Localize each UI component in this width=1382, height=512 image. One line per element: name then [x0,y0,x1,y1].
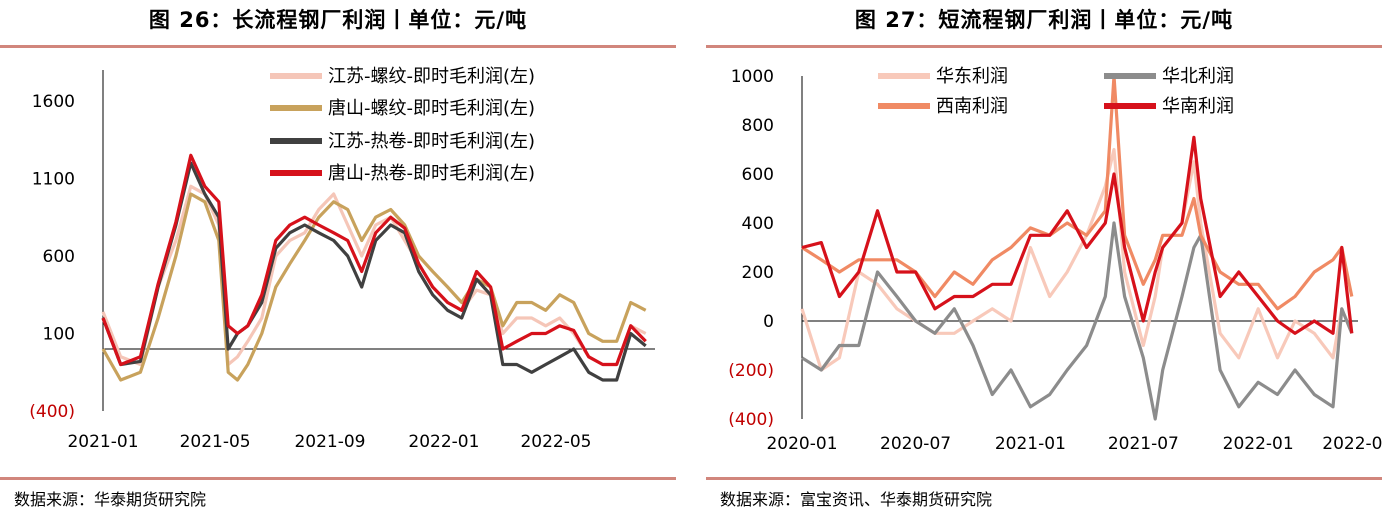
source-note: 数据来源：富宝资讯、华泰期货研究院 [720,490,993,509]
series-line [101,153,647,367]
x-tick-label: 2022-0 [1322,434,1382,454]
title-divider [706,45,1382,48]
series-line [101,192,647,382]
y-tick-label: 600 [43,247,75,267]
legend-label: 唐山-热卷-即时毛利润(左) [328,163,535,184]
source-divider [706,477,1382,480]
x-tick-label: 2022-01 [1223,434,1294,454]
source-note: 数据来源：华泰期货研究院 [14,490,207,509]
y-tick-label: 0 [763,312,774,332]
series-line [801,74,1354,311]
y-tick-label: (400) [29,402,75,422]
source-divider [0,477,676,480]
y-tick-label: 600 [742,165,774,185]
legend-label: 华北利润 [1162,66,1234,87]
y-tick-label: 100 [43,325,75,345]
y-tick-label: (200) [728,361,774,381]
x-tick-label: 2021-05 [180,432,251,452]
legend-label: 江苏-热卷-即时毛利润(左) [328,131,535,152]
right-chart-canvas: 1000 800 600 400 200 0 (200) (400) 2020-01 2020-0… [728,66,1382,454]
y-tick-label: (400) [728,410,774,430]
left-chart-canvas: 1600 1100 600 100 (400) 2021-01 2021-05 2021-09… [29,66,655,452]
legend-label: 江苏-螺纹-即时毛利润(左) [328,66,535,87]
legend-label: 华东利润 [936,66,1008,87]
legend-label: 唐山-螺纹-即时毛利润(左) [328,98,535,119]
y-tick-label: 400 [742,214,774,234]
x-tick-label: 2020-01 [766,434,837,454]
series-line [101,161,647,382]
legend-label: 华南利润 [1162,96,1234,117]
y-tick-label: 800 [742,116,774,136]
series-line [101,184,647,367]
series-line [801,221,1354,421]
x-tick-label: 2020-07 [880,434,951,454]
legend-label: 西南利润 [936,96,1008,117]
x-tick-label: 2021-07 [1108,434,1179,454]
x-tick-label: 2021-01 [67,432,138,452]
x-tick-label: 2021-01 [995,434,1066,454]
left-chart-panel: 图 26：长流程钢厂利润丨单位：元/吨 1600 1100 600 100 (400) 2… [0,0,676,512]
x-tick-label: 2022-05 [520,432,591,452]
x-tick-label: 2021-09 [294,432,365,452]
right-chart-panel: 图 27：短流程钢厂利润丨单位：元/吨 1000 800 600 400 200 0 (20… [706,0,1382,512]
y-tick-label: 1100 [32,170,75,190]
x-tick-label: 2022-01 [408,432,479,452]
y-tick-label: 1000 [731,67,774,87]
series-line [801,135,1354,335]
chart-title: 图 26：长流程钢厂利润丨单位：元/吨 [148,8,528,32]
title-divider [0,45,676,48]
y-tick-label: 200 [742,263,774,283]
chart-title: 图 27：短流程钢厂利润丨单位：元/吨 [854,8,1234,32]
y-tick-label: 1600 [32,92,75,112]
